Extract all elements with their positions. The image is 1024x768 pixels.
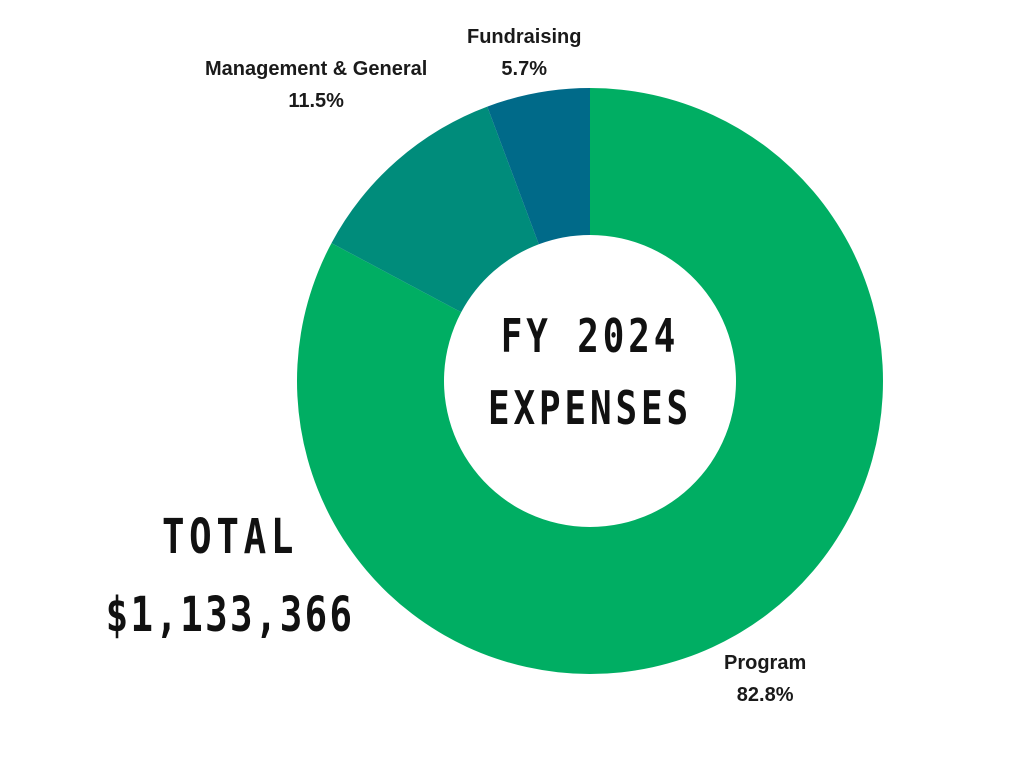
chart-title-line-1: FY 2024 [500,309,680,363]
label-management-general-name: Management & General [205,58,428,80]
total-block: TOTAL $1,133,366 [97,498,362,654]
label-management-general-value: 11.5% [288,90,344,112]
slice-fundraising [487,88,590,245]
total-value: $1,133,366 [105,587,355,643]
label-fundraising-value: 5.7% [501,58,548,80]
label-fundraising-name: Fundraising [467,26,582,48]
label-fundraising: Fundraising 5.7% [467,21,581,85]
slice-management-general [331,106,539,313]
chart-title-line-2: EXPENSES [487,381,693,435]
total-label: TOTAL [161,509,299,565]
label-program-value: 82.8% [736,684,794,706]
label-management-general: Management & General 11.5% [205,53,427,117]
label-program: Program 82.8% [724,647,806,711]
chart-title: FY 2024 EXPENSES [473,300,707,444]
label-program-name: Program [724,652,807,674]
slice-program [296,88,884,674]
